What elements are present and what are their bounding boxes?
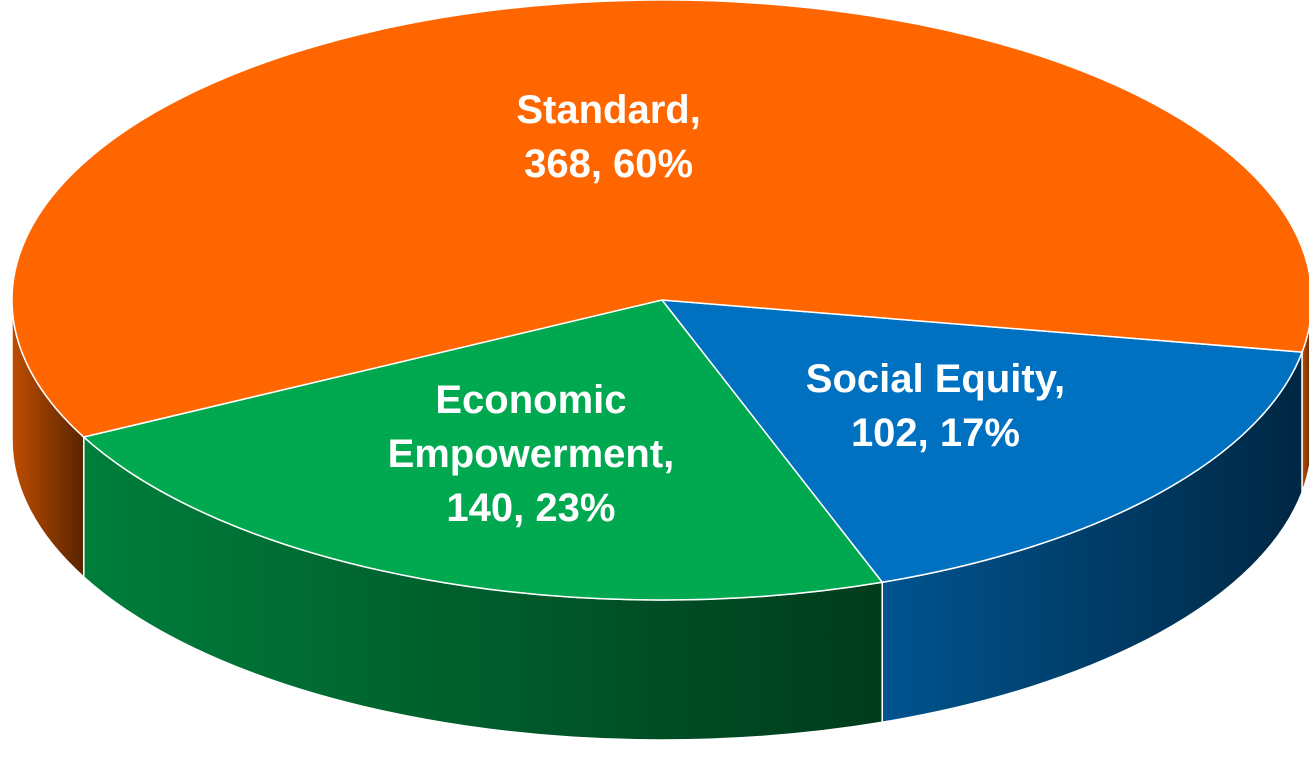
category-label: Social Equity, <box>805 357 1066 402</box>
value-label: 102, 17% <box>850 411 1020 456</box>
data-label: Economic Empowerment, 140, 23% <box>366 373 696 535</box>
data-label: Social Equity, 102, 17% <box>770 352 1100 460</box>
pie-side <box>1301 324 1309 493</box>
pie-slice <box>660 299 1304 584</box>
value-label: 368, 60% <box>524 141 694 186</box>
pie-slice <box>11 0 1309 438</box>
category-label: Standard, <box>516 87 701 132</box>
data-label: Standard, 368, 60% <box>444 83 774 191</box>
category-label: Economic Empowerment, <box>387 377 675 476</box>
pie-slice <box>82 299 884 601</box>
value-label: 140, 23% <box>446 485 616 530</box>
